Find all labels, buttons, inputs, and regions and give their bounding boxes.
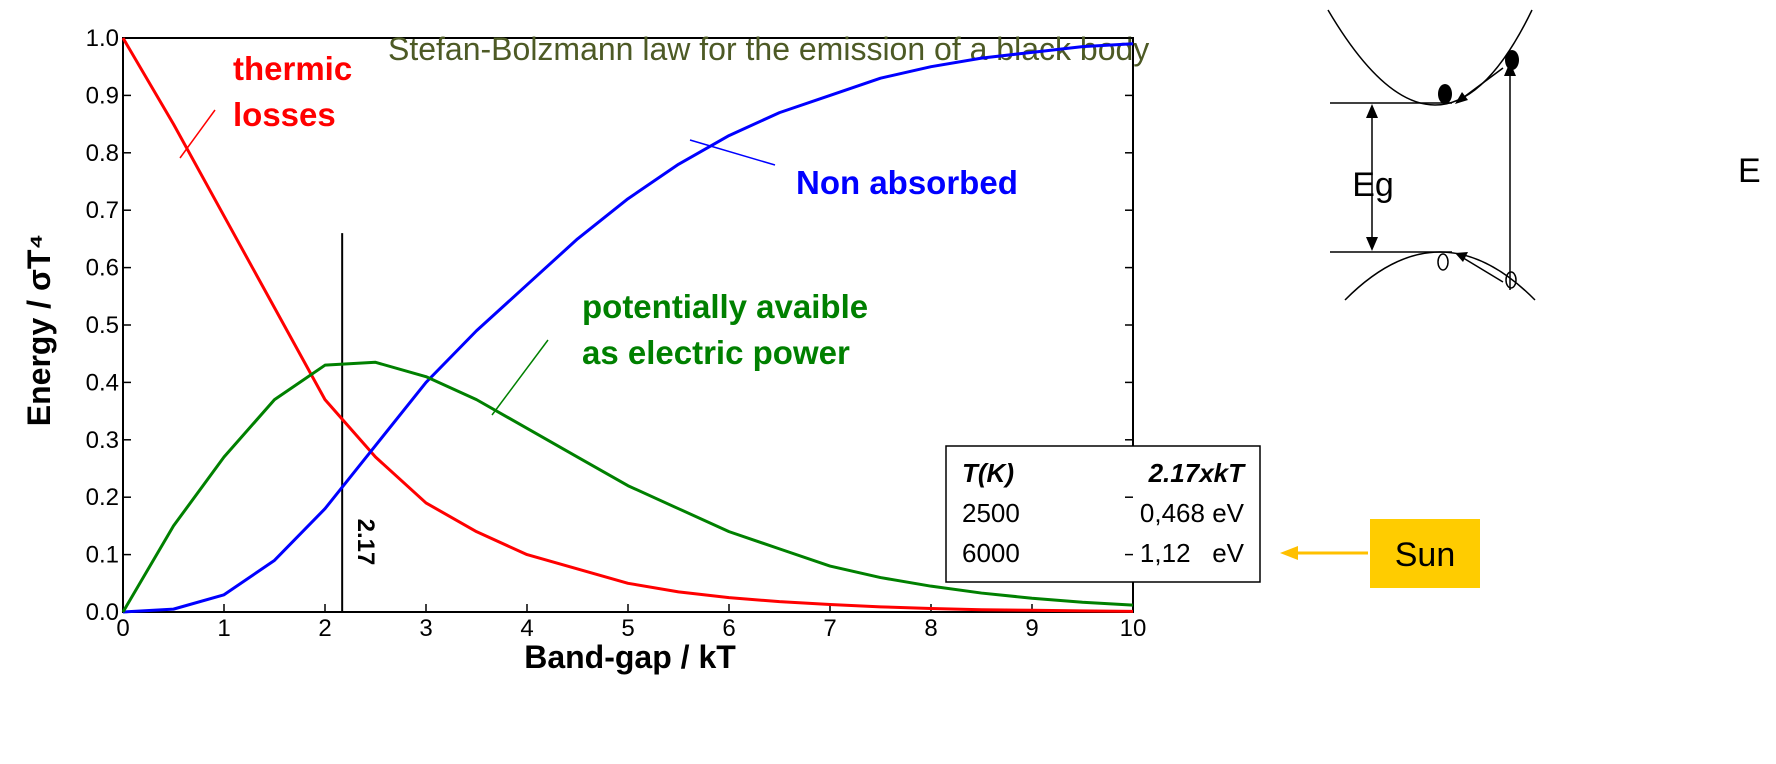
leader-line (690, 140, 775, 165)
y-tick-label: 0.8 (86, 140, 119, 167)
table-header: T(K) (962, 458, 1014, 488)
arrow-head (1366, 237, 1378, 251)
x-tick-label: 5 (621, 615, 634, 642)
sun-arrow-head (1280, 546, 1298, 560)
table-cell: 2500 (962, 498, 1020, 528)
y-tick-label: 0.4 (86, 369, 119, 396)
annotation: thermic (233, 50, 352, 87)
eg-label: Eg (1352, 166, 1394, 204)
hole (1438, 254, 1448, 270)
hole (1506, 272, 1516, 288)
band-diagram (1328, 10, 1535, 300)
electron (1505, 50, 1519, 70)
page: Stefan-Bolzmann law for the emission of … (0, 0, 1776, 764)
x-tick-label: 9 (1025, 615, 1038, 642)
x-axis-label: Band-gap / kT (524, 639, 736, 675)
annotation: as electric power (582, 334, 850, 371)
conduction-band (1328, 10, 1532, 105)
y-tick-label: 0.0 (86, 599, 119, 626)
table-cell: 0,468 eV (1140, 498, 1245, 528)
y-axis-label: Energy / σT⁴ (21, 234, 57, 426)
annotation: losses (233, 96, 336, 133)
leader-line (492, 340, 548, 415)
y-tick-label: 0.1 (86, 542, 119, 569)
y-tick-label: 0.5 (86, 312, 119, 339)
x-tick-label: 1 (217, 615, 230, 642)
x-tick-label: 2 (318, 615, 331, 642)
x-tick-label: 6 (722, 615, 735, 642)
sun-label: Sun (1395, 536, 1456, 574)
chart-title: Stefan-Bolzmann law for the emission of … (388, 31, 1149, 67)
table-cell: 6000 (962, 538, 1020, 568)
x-tick-label: 4 (520, 615, 533, 642)
x-tick-label: 7 (823, 615, 836, 642)
electron (1438, 84, 1452, 104)
arrow-head (1455, 92, 1468, 104)
x-tick-label: 3 (419, 615, 432, 642)
arrow-head (1366, 104, 1378, 118)
y-tick-label: 0.9 (86, 82, 119, 109)
table-header: 2.17xkT (1148, 458, 1247, 488)
leader-line (180, 110, 215, 158)
x-tick-label: 10 (1120, 615, 1147, 642)
x-tick-label: 8 (924, 615, 937, 642)
optimum-label: 2.17 (352, 519, 379, 566)
band-diagram-marks (1366, 50, 1519, 262)
relax-arrow (1460, 68, 1503, 100)
y-tick-label: 0.3 (86, 427, 119, 454)
table-cell: 1,12 eV (1140, 538, 1245, 568)
y-tick-label: 0.7 (86, 197, 119, 224)
y-tick-label: 1.0 (86, 25, 119, 52)
y-tick-label: 0.6 (86, 255, 119, 282)
annotation: Non absorbed (796, 164, 1018, 201)
annotation: potentially avaible (582, 288, 868, 325)
y-tick-label: 0.2 (86, 484, 119, 511)
e-label: E (1738, 152, 1761, 190)
